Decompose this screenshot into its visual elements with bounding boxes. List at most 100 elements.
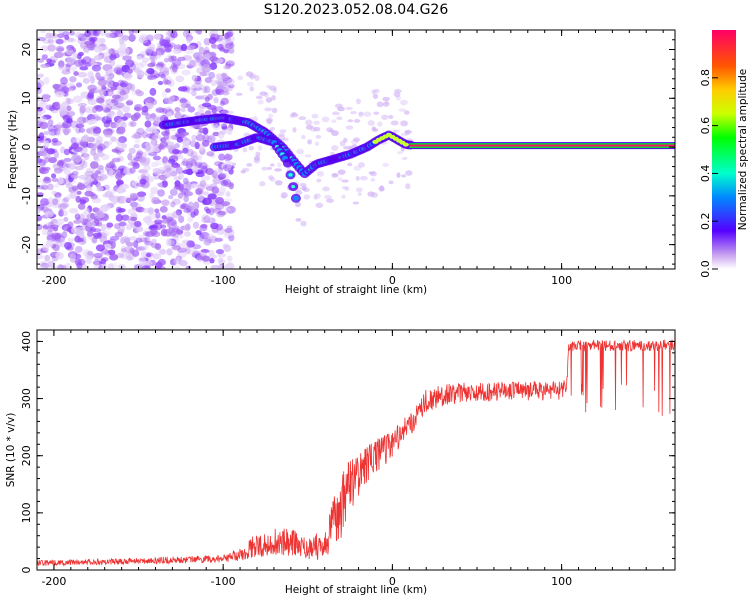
noise-blob	[69, 30, 75, 36]
noise-blob	[248, 145, 254, 151]
noise-blob	[65, 118, 73, 124]
noise-blob	[353, 137, 361, 142]
noise-blob	[161, 180, 168, 188]
spectrogram-image	[37, 30, 675, 269]
noise-blob	[226, 85, 234, 92]
noise-blob	[221, 78, 230, 83]
noise-blob	[123, 112, 132, 119]
noise-blob	[132, 162, 140, 169]
snr-frame	[36, 329, 676, 571]
noise-blob	[347, 119, 354, 123]
noise-blob	[45, 239, 54, 248]
noise-blob	[111, 94, 121, 100]
noise-blob	[223, 65, 232, 70]
colorbar-gradient	[712, 30, 736, 269]
noise-blob	[341, 186, 349, 190]
noise-blob	[182, 169, 191, 175]
noise-blob	[135, 246, 146, 251]
noise-blob	[270, 163, 275, 167]
noise-blob	[117, 207, 126, 213]
noise-blob	[164, 97, 175, 105]
noise-blob	[187, 216, 194, 223]
noise-blob	[93, 45, 104, 53]
noise-blob	[120, 248, 128, 253]
noise-blob	[76, 226, 86, 232]
noise-blob	[160, 74, 166, 79]
noise-blob	[295, 201, 301, 208]
snr-y-tick-label: 0	[20, 567, 33, 574]
noise-blob	[405, 183, 411, 190]
noise-blob	[186, 148, 194, 157]
noise-blob	[66, 105, 72, 112]
noise-blob	[118, 226, 126, 232]
noise-blob	[298, 116, 307, 121]
noise-blob	[116, 143, 127, 151]
noise-blob	[220, 122, 227, 127]
noise-blob	[111, 148, 120, 153]
noise-blob	[97, 145, 104, 154]
noise-blob	[111, 157, 121, 163]
noise-blob	[76, 190, 82, 195]
noise-blob	[183, 231, 191, 237]
noise-blob	[38, 265, 47, 269]
noise-blob	[93, 155, 100, 163]
noise-blob	[97, 79, 108, 86]
noise-blob	[63, 148, 70, 156]
noise-blob	[128, 30, 135, 35]
noise-blob	[70, 174, 79, 179]
noise-blob	[154, 243, 162, 251]
spectrogram-y-tick-label: -10	[20, 187, 33, 205]
noise-blob	[331, 130, 339, 137]
noise-blob	[182, 139, 190, 147]
noise-blob	[74, 258, 82, 266]
noise-blob	[147, 43, 156, 51]
noise-blob	[195, 134, 205, 142]
noise-blob	[65, 64, 71, 72]
noise-blob	[227, 83, 235, 89]
noise-blob	[128, 121, 134, 127]
noise-blob	[43, 130, 49, 136]
noise-blob	[43, 76, 50, 85]
noise-blob	[174, 106, 181, 113]
noise-blob	[108, 167, 114, 176]
noise-blob	[175, 209, 183, 216]
noise-blob	[172, 64, 178, 73]
signal-core	[292, 195, 299, 201]
noise-blob	[257, 145, 263, 151]
noise-blob	[150, 228, 158, 236]
noise-blob	[266, 118, 272, 125]
noise-blob	[183, 195, 190, 203]
noise-blob	[171, 244, 182, 251]
noise-blob	[156, 116, 167, 121]
noise-blob	[96, 97, 105, 104]
noise-blob	[143, 261, 153, 266]
noise-blob	[296, 148, 305, 155]
noise-blob	[183, 208, 192, 214]
noise-blob	[199, 71, 207, 77]
noise-blob	[153, 168, 160, 176]
noise-blob	[215, 248, 225, 255]
noise-blob	[41, 182, 48, 188]
noise-blob	[138, 256, 146, 265]
noise-blob	[204, 96, 210, 103]
colorbar-tick-label: 0.8	[699, 69, 712, 87]
noise-blob	[165, 216, 174, 222]
noise-blob	[231, 162, 236, 166]
noise-blob	[61, 198, 68, 204]
noise-blob	[301, 134, 306, 140]
snr-y-tick-label: 400	[20, 331, 33, 352]
noise-blob	[179, 98, 188, 104]
noise-blob	[332, 173, 338, 177]
noise-blob	[77, 71, 88, 78]
noise-blob	[133, 220, 142, 227]
noise-blob	[57, 264, 64, 269]
noise-blob	[177, 56, 186, 62]
noise-blob	[199, 231, 210, 240]
noise-blob	[139, 50, 146, 58]
noise-blob	[67, 221, 74, 229]
noise-blob	[226, 127, 233, 135]
noise-blob	[105, 162, 116, 169]
noise-blob	[167, 158, 176, 165]
noise-blob	[119, 90, 127, 96]
noise-blob	[79, 196, 90, 204]
